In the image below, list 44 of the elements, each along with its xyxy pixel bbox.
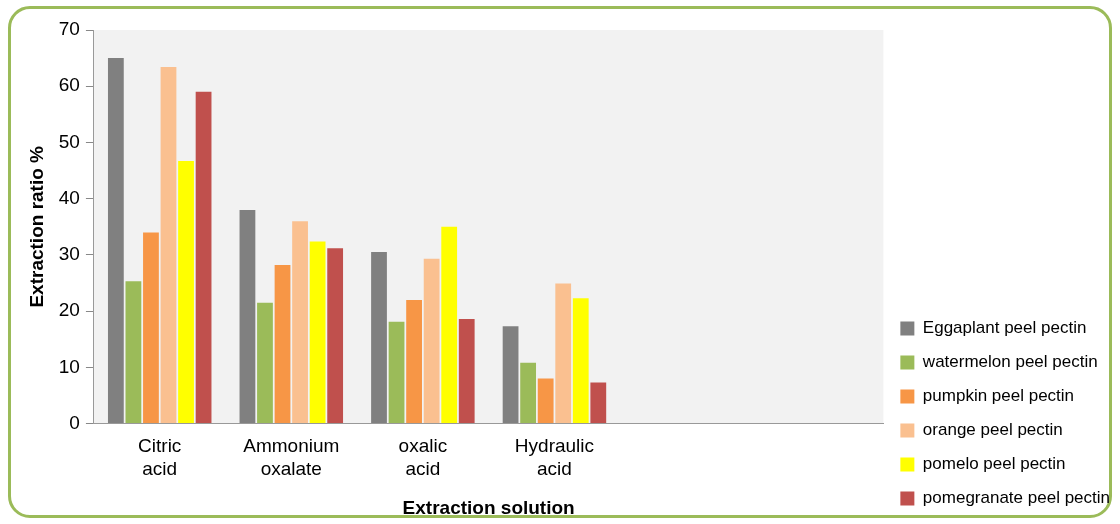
bar — [502, 326, 519, 424]
bar — [274, 265, 291, 424]
legend-label: pomegranate peel pectin — [922, 488, 1111, 508]
bar — [292, 221, 308, 424]
bar — [257, 302, 273, 424]
bar — [125, 281, 142, 424]
bar — [520, 362, 537, 424]
bar — [590, 382, 607, 424]
y-tick-label: 70 — [58, 18, 80, 40]
legend-label: Eggaplant peel pectin — [922, 318, 1087, 338]
y-tick-label: 50 — [58, 130, 80, 152]
bar — [195, 91, 212, 424]
legend-label: pomelo peel pectin — [922, 454, 1066, 474]
bar — [371, 252, 387, 424]
bar — [572, 298, 589, 424]
y-tick-label: 10 — [58, 355, 80, 377]
x-tick-label: Citric acid — [138, 435, 182, 480]
y-tick-label: 60 — [58, 74, 80, 96]
y-tick-label: 0 — [69, 411, 80, 433]
x-tick-label: Hydraulic acid — [514, 435, 595, 480]
bar — [160, 67, 177, 424]
bar — [309, 241, 326, 424]
x-tick-label: oxalic acid — [398, 435, 448, 480]
legend-label: watermelon peel pectin — [921, 352, 1098, 372]
bar — [327, 248, 344, 424]
y-tick-label: 30 — [58, 243, 80, 265]
x-tick-label: Ammonium oxalate — [243, 435, 340, 480]
x-axis-title: Extraction solution — [402, 496, 575, 518]
bar — [441, 226, 458, 424]
bar — [423, 258, 440, 424]
y-axis-title: Extraction ratio % — [25, 145, 47, 308]
bar — [406, 299, 422, 424]
bar — [537, 378, 554, 424]
y-tick-label: 40 — [58, 186, 80, 208]
bar — [107, 58, 124, 424]
bar — [388, 321, 405, 424]
bar — [555, 283, 572, 424]
legend-label: pumpkin peel pectin — [922, 386, 1075, 406]
bar — [178, 161, 194, 424]
bar — [458, 319, 475, 424]
legend-label: orange peel pectin — [922, 420, 1063, 440]
bar — [143, 232, 159, 424]
bar — [239, 209, 256, 424]
y-tick-label: 20 — [58, 299, 80, 321]
